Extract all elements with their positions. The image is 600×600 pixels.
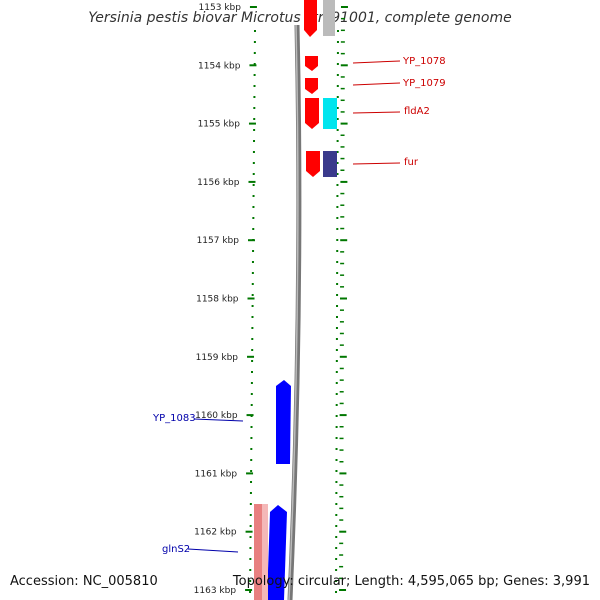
label-glnS2[interactable]: glnS2 [162,544,190,555]
genome-backbone-highlight [288,24,299,600]
genome-summary-text: Topology: circular; Length: 4,595,065 bp… [232,574,590,589]
feature-fur-navy[interactable] [323,151,337,177]
map-title: Yersinia pestis biovar Microtus str. 910… [88,10,512,26]
gene-glnS2[interactable] [267,505,287,600]
gene-YP-1079[interactable] [305,78,318,94]
label-YP-1079[interactable]: YP_1079 [402,78,446,89]
gene-YP-1083[interactable] [276,380,291,464]
label-YP-1083[interactable]: YP_1083 [152,413,196,424]
ruler-tick-label: 1157 kbp [197,236,240,246]
gene-fldA2[interactable] [305,98,319,129]
gene-top-red-arrow [304,30,317,37]
gene-YP-1078[interactable] [305,56,318,71]
leader-YP-1078 [352,60,401,64]
gene-top-gray-partial[interactable] [323,0,335,36]
genome-backbone [287,24,302,600]
gene-top-red-partial[interactable] [304,0,317,30]
ruler-ticks: 1153 kbp 1154 kbp 1155 kbp 1156 kbp 1157 kbp… [194,3,348,596]
ruler-tick-label: 1156 kbp [197,178,240,188]
feature-fldA2-cyan[interactable] [323,98,337,129]
leader-fldA2 [352,111,401,114]
label-fur[interactable]: fur [404,157,419,168]
leader-YP-1079 [352,82,401,86]
ruler-tick-label: 1153 kbp [199,3,242,13]
ruler-tick-label: 1161 kbp [195,469,238,479]
leader-glnS2 [187,548,239,553]
ruler-tick-label: 1154 kbp [198,61,241,71]
leader-fur [352,162,401,165]
ruler-tick-label: 1163 kbp [194,586,237,596]
accession-text: Accession: NC_005810 [10,574,158,589]
ruler-tick-label: 1162 kbp [194,528,237,538]
ruler-tick-label: 1158 kbp [196,295,239,305]
ruler-tick-label: 1155 kbp [198,120,241,130]
leader-YP-1083 [193,418,244,422]
gene-fur[interactable] [306,151,320,177]
feature-glnS2-pink-light [262,504,268,600]
label-fldA2[interactable]: fldA2 [404,106,430,117]
ruler-tick-label: 1160 kbp [195,411,238,421]
label-YP-1078[interactable]: YP_1078 [402,56,446,67]
ruler-tick-label: 1159 kbp [196,353,239,363]
